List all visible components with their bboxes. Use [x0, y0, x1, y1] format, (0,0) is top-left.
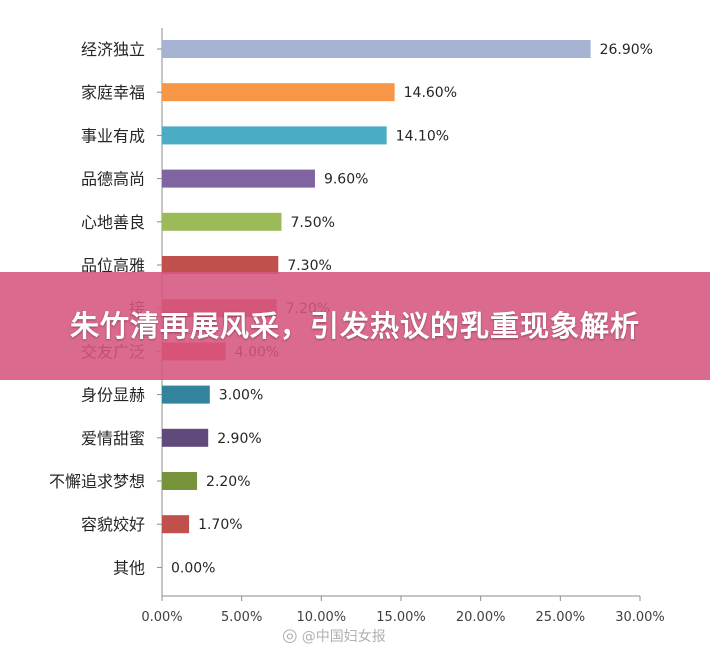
- value-label: 7.30%: [287, 258, 331, 274]
- bar: [162, 515, 190, 534]
- x-tick-label: 10.00%: [297, 610, 347, 625]
- bar: [162, 40, 591, 58]
- bar: [162, 83, 395, 102]
- category-label: 爱情甜蜜: [81, 429, 145, 448]
- value-label: 2.90%: [217, 431, 261, 447]
- bar: [162, 126, 387, 145]
- watermark-text: @中国妇女报: [301, 629, 386, 645]
- value-label: 1.70%: [198, 517, 242, 533]
- x-tick-label: 20.00%: [456, 610, 506, 625]
- bar: [162, 472, 198, 490]
- watermark: ◎ @中国妇女报: [282, 626, 386, 646]
- bar: [162, 212, 282, 231]
- value-label: 7.50%: [291, 215, 335, 231]
- x-tick-label: 25.00%: [536, 610, 586, 625]
- value-label: 14.10%: [396, 128, 449, 144]
- category-label: 品位高雅: [81, 256, 145, 275]
- value-label: 2.20%: [206, 474, 250, 490]
- value-label: 3.00%: [219, 388, 263, 404]
- category-label: 品德高尚: [81, 170, 145, 189]
- x-tick-label: 0.00%: [141, 610, 182, 625]
- category-label: 家庭幸福: [81, 83, 145, 102]
- x-tick-label: 30.00%: [615, 610, 665, 625]
- category-label: 事业有成: [81, 126, 145, 145]
- headline-title: 朱竹清再展风采，引发热议的乳重现象解析: [69, 309, 640, 343]
- x-tick-label: 5.00%: [221, 610, 262, 625]
- weibo-icon: ◎: [282, 625, 298, 646]
- headline-banner: 朱竹清再展风采，引发热议的乳重现象解析: [0, 272, 710, 380]
- category-label: 心地善良: [81, 213, 145, 232]
- category-label: 身份显赫: [81, 386, 145, 405]
- bar: [162, 256, 279, 274]
- value-label: 0.00%: [171, 560, 215, 576]
- category-label: 容貌姣好: [81, 515, 145, 534]
- bar: [162, 169, 315, 188]
- category-label: 其他: [113, 558, 145, 577]
- value-label: 26.90%: [600, 42, 653, 58]
- category-label: 不懈追求梦想: [49, 472, 145, 491]
- bar: [162, 428, 209, 447]
- x-tick-label: 15.00%: [376, 610, 426, 625]
- value-label: 9.60%: [324, 172, 368, 188]
- category-label: 经济独立: [81, 40, 145, 59]
- value-label: 14.60%: [404, 85, 457, 101]
- bar: [162, 385, 210, 404]
